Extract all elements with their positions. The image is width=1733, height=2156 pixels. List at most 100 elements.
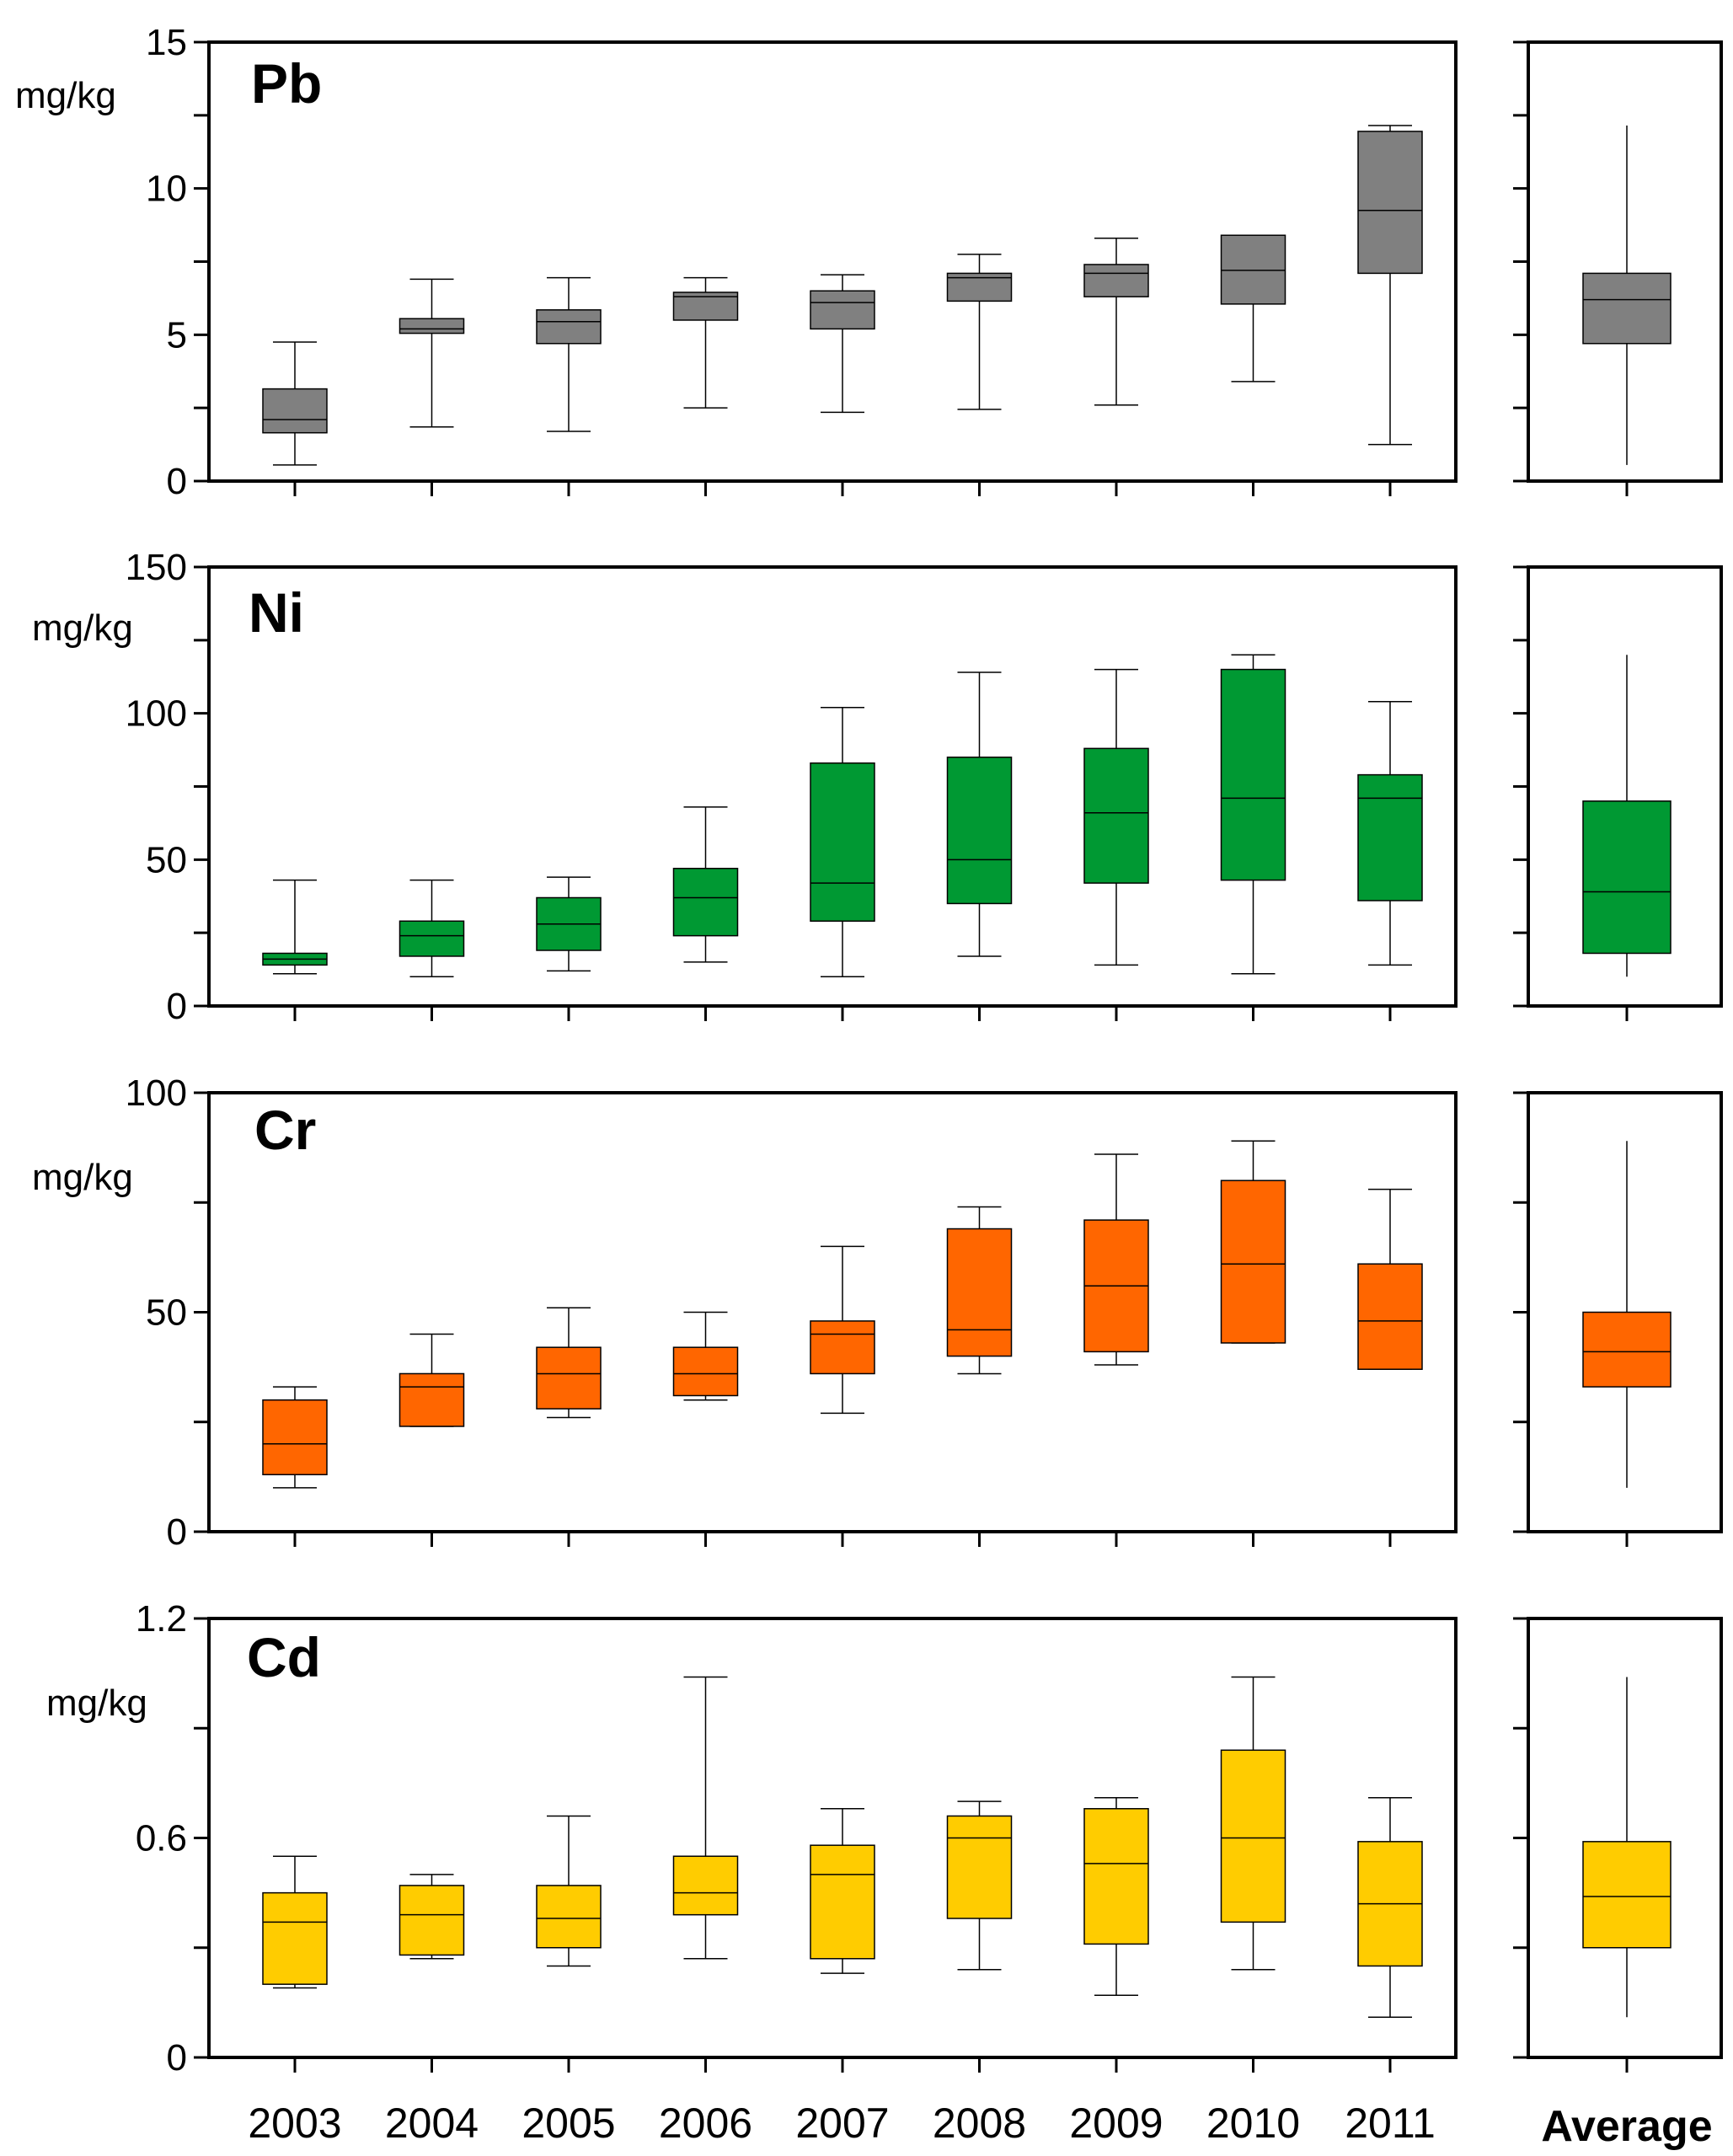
x-tick-label: 2004	[385, 2100, 479, 2147]
box-average	[1582, 655, 1671, 977]
y-tick-label: 1.2	[136, 1598, 187, 1640]
box-iqr	[810, 1844, 875, 1960]
box-iqr	[946, 1815, 1013, 1919]
box-iqr	[398, 318, 465, 334]
y-tick-label: 0.6	[136, 1818, 187, 1859]
y-tick-label: 100	[126, 1073, 187, 1114]
element-label: Cr	[254, 1099, 316, 1161]
unit-label: mg/kg	[46, 1683, 147, 1724]
box-iqr	[536, 1885, 602, 1949]
box-iqr	[398, 920, 465, 957]
box-2008	[946, 254, 1013, 410]
box-iqr	[1357, 1263, 1423, 1370]
box-iqr	[1220, 668, 1286, 881]
box-iqr	[1083, 264, 1149, 297]
box-2011	[1357, 1188, 1423, 1370]
average-frame	[1527, 1617, 1723, 2059]
box-2007	[810, 1808, 875, 1974]
box-2009	[1083, 668, 1149, 966]
box-iqr	[1582, 1841, 1671, 1949]
y-tick-label: 0	[167, 986, 187, 1027]
box-2010	[1220, 1140, 1286, 1344]
box-iqr	[536, 1346, 602, 1410]
box-iqr	[810, 290, 875, 330]
box-2006	[672, 1676, 739, 1960]
element-label: Pb	[251, 52, 322, 115]
box-2010	[1220, 1676, 1286, 1971]
box-2004	[398, 1874, 465, 1960]
average-x-label: Average	[1541, 2102, 1712, 2151]
box-iqr	[1582, 1311, 1671, 1388]
box-iqr	[262, 1891, 328, 1985]
box-iqr	[672, 868, 739, 937]
box-2003	[262, 341, 328, 466]
box-2007	[810, 1245, 875, 1415]
y-tick-label: 5	[167, 314, 187, 356]
box-iqr	[262, 1399, 328, 1476]
box-iqr	[398, 1372, 465, 1427]
box-iqr	[946, 757, 1013, 905]
y-tick-label: 0	[167, 2037, 187, 2078]
y-tick-label: 0	[167, 461, 187, 502]
box-2009	[1083, 237, 1149, 406]
box-2005	[536, 1307, 602, 1419]
box-2006	[672, 806, 739, 963]
x-tick-label: 2009	[1069, 2100, 1163, 2147]
box-iqr	[536, 309, 602, 345]
box-2006	[672, 276, 739, 409]
x-tick-label: 2011	[1345, 2100, 1436, 2147]
unit-label: mg/kg	[32, 1157, 133, 1198]
box-2011	[1357, 1796, 1423, 2018]
y-tick-label: 15	[146, 22, 187, 63]
box-iqr	[1083, 1808, 1149, 1945]
unit-label: mg/kg	[32, 607, 133, 649]
box-2010	[1220, 654, 1286, 975]
box-2004	[398, 879, 465, 978]
panels: 0 5 10 15 mg/kg Pb 0 50 100 150 mg/kg Ni 0 50 100 mg/kg…	[15, 22, 1723, 2078]
x-tick-label: 2008	[933, 2100, 1026, 2147]
box-iqr	[672, 1346, 739, 1397]
box-iqr	[1357, 131, 1423, 275]
box-2007	[810, 706, 875, 978]
box-2004	[398, 278, 465, 428]
box-2003	[262, 879, 328, 975]
box-2004	[398, 1333, 465, 1427]
box-average	[1582, 1677, 1671, 2018]
box-2008	[946, 671, 1013, 957]
box-2003	[262, 1855, 328, 1989]
box-iqr	[810, 762, 875, 923]
y-tick-label: 50	[146, 1292, 187, 1334]
x-tick-label: 2005	[522, 2100, 615, 2147]
box-iqr	[1582, 272, 1671, 345]
x-tick-label: 2007	[795, 2100, 889, 2147]
x-tick-label: 2010	[1206, 2100, 1300, 2147]
box-iqr	[946, 1228, 1013, 1357]
box-iqr	[1582, 800, 1671, 955]
box-iqr	[810, 1320, 875, 1375]
box-2006	[672, 1311, 739, 1401]
box-iqr	[1220, 1749, 1286, 1923]
x-tick-label: 2003	[248, 2100, 341, 2147]
panel-cr: 0 50 100 mg/kg Cr	[32, 1073, 1723, 1553]
box-2011	[1357, 701, 1423, 966]
unit-label: mg/kg	[15, 75, 116, 116]
box-iqr	[1083, 747, 1149, 884]
box-2008	[946, 1206, 1013, 1375]
box-2009	[1083, 1153, 1149, 1366]
box-iqr	[262, 388, 328, 434]
average-frame	[1527, 40, 1723, 483]
element-label: Cd	[247, 1626, 321, 1688]
panel-cd: 0 0.6 1.2 mg/kg Cd	[46, 1598, 1723, 2078]
box-2010	[1220, 234, 1286, 383]
box-2008	[946, 1800, 1013, 1971]
box-2011	[1357, 125, 1423, 446]
box-2005	[536, 1815, 602, 1967]
box-average	[1582, 1141, 1671, 1488]
panel-pb: 0 5 10 15 mg/kg Pb	[15, 22, 1723, 502]
x-tick-label: 2006	[659, 2100, 752, 2147]
box-2005	[536, 876, 602, 972]
box-iqr	[1220, 234, 1286, 305]
y-tick-label: 150	[126, 547, 187, 588]
panel-ni: 0 50 100 150 mg/kg Ni	[32, 547, 1723, 1027]
